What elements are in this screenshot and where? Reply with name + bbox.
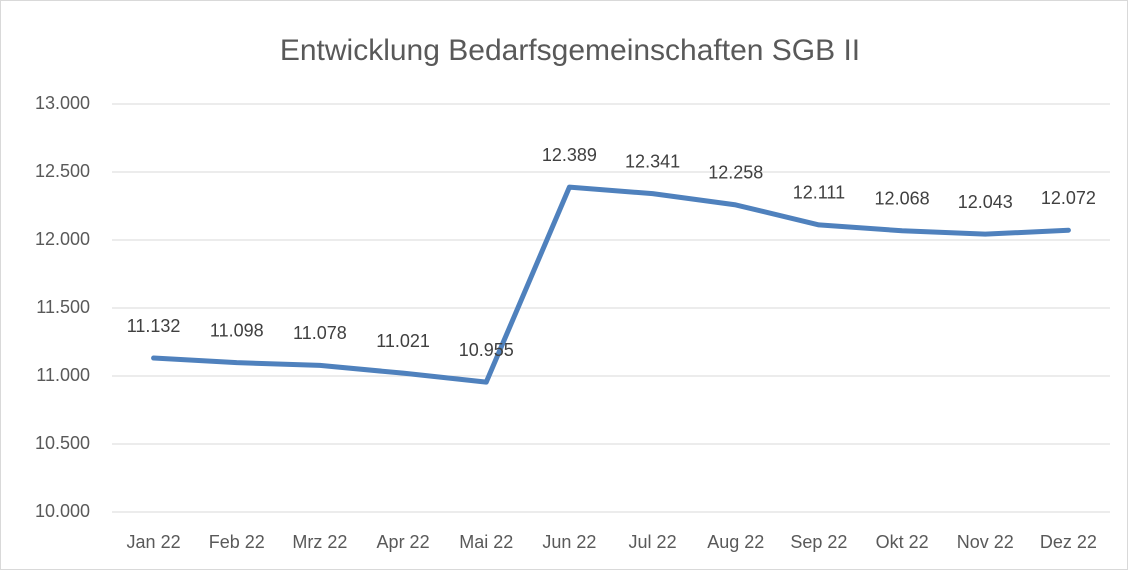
data-label: 12.068 bbox=[875, 189, 930, 209]
x-tick-label: Dez 22 bbox=[1040, 532, 1097, 552]
data-line bbox=[151, 184, 1071, 385]
data-label: 12.072 bbox=[1041, 188, 1096, 208]
y-tick-label: 12.500 bbox=[35, 161, 90, 181]
data-label: 12.111 bbox=[793, 183, 845, 203]
data-label: 11.098 bbox=[210, 320, 264, 340]
data-label: 12.341 bbox=[625, 151, 680, 171]
data-label: 10.955 bbox=[459, 340, 514, 360]
x-tick-label: Aug 22 bbox=[707, 532, 764, 552]
x-tick-label: Mai 22 bbox=[459, 532, 513, 552]
data-label: 12.389 bbox=[542, 145, 597, 165]
y-tick-label: 12.000 bbox=[35, 229, 90, 249]
data-label: 11.021 bbox=[376, 331, 430, 351]
x-tick-label: Nov 22 bbox=[957, 532, 1014, 552]
data-label: 12.043 bbox=[958, 192, 1013, 212]
chart-title: Entwicklung Bedarfsgemeinschaften SGB II bbox=[280, 34, 860, 67]
data-label: 11.078 bbox=[293, 323, 347, 343]
y-tick-label: 11.000 bbox=[36, 365, 90, 385]
y-tick-label: 10.500 bbox=[35, 433, 90, 453]
x-tick-label: Jan 22 bbox=[127, 532, 181, 552]
x-tick-label: Feb 22 bbox=[209, 532, 265, 552]
data-label: 12.258 bbox=[708, 163, 763, 183]
x-tick-label: Jun 22 bbox=[542, 532, 596, 552]
y-tick-label: 11.500 bbox=[36, 297, 90, 317]
x-tick-label: Mrz 22 bbox=[292, 532, 347, 552]
data-label: 11.132 bbox=[127, 316, 181, 336]
x-tick-label: Apr 22 bbox=[377, 532, 430, 552]
x-tick-label: Jul 22 bbox=[629, 532, 677, 552]
y-tick-label: 10.000 bbox=[35, 501, 90, 521]
y-tick-label: 13.000 bbox=[35, 93, 90, 113]
x-tick-label: Sep 22 bbox=[790, 532, 847, 552]
x-tick-label: Okt 22 bbox=[876, 532, 929, 552]
